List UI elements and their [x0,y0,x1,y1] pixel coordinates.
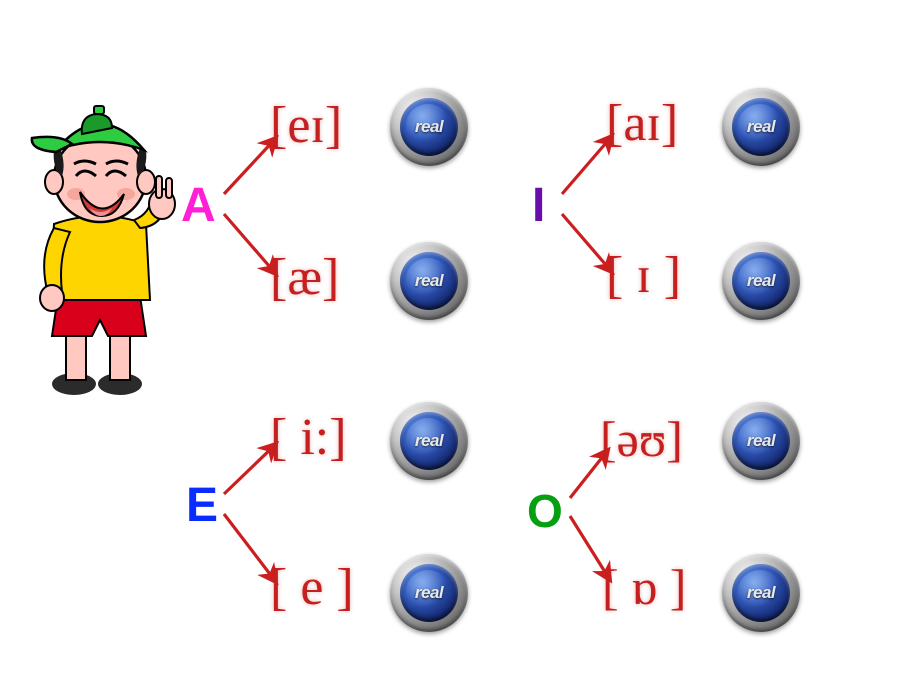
letter-E: E [186,478,218,533]
real-icon: real [732,412,790,470]
real-label: real [747,271,775,291]
real-button-E1[interactable]: real [390,402,468,480]
letter-A: A [181,178,216,233]
phon-O2: [ ɒ ] [602,558,686,616]
real-label: real [747,117,775,137]
phon-A2: [æ] [270,248,339,307]
real-button-E2[interactable]: real [390,554,468,632]
phon-E1: [ i:] [270,408,347,467]
real-icon: real [732,98,790,156]
real-icon: real [732,564,790,622]
cartoon-boy [20,100,180,400]
real-icon: real [400,252,458,310]
real-label: real [415,117,443,137]
real-icon: real [400,98,458,156]
diagram-canvas: A E I O [eɪ] [æ] [ i:] [ e ] [aɪ] [ ɪ ] … [0,0,920,690]
real-label: real [415,431,443,451]
real-button-I1[interactable]: real [722,88,800,166]
real-button-O1[interactable]: real [722,402,800,480]
phon-A1: [eɪ] [270,96,342,155]
phon-I1: [aɪ] [606,94,678,153]
letter-O: O [527,484,563,538]
real-button-I2[interactable]: real [722,242,800,320]
real-icon: real [732,252,790,310]
real-icon: real [400,564,458,622]
phon-E2: [ e ] [270,558,354,617]
letter-I: I [532,178,545,233]
real-label: real [415,583,443,603]
real-label: real [415,271,443,291]
real-icon: real [400,412,458,470]
real-label: real [747,431,775,451]
real-button-O2[interactable]: real [722,554,800,632]
real-button-A1[interactable]: real [390,88,468,166]
phon-O1: [əʊ] [600,410,683,468]
boy-svg [20,100,180,400]
real-button-A2[interactable]: real [390,242,468,320]
phon-I2: [ ɪ ] [606,246,681,305]
real-label: real [747,583,775,603]
